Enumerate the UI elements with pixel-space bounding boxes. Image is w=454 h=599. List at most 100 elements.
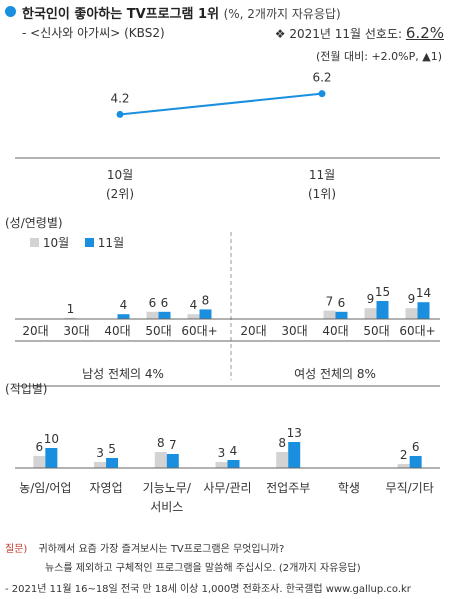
- legend-label-prev: 10월: [42, 236, 70, 250]
- trend-line: [119, 92, 323, 116]
- demo-category-label: 40대: [104, 324, 130, 338]
- demo-value-label: 14: [416, 286, 431, 300]
- source-note: - 2021년 11월 16~18일 전국 만 18세 이상 1,000명 전화…: [5, 584, 411, 595]
- occ-category-label: 기능노무/: [143, 481, 192, 495]
- demo-category-label: 60대+: [399, 324, 435, 338]
- question-label: 질문): [5, 544, 28, 555]
- change-note: (전월 대비: +2.0%P, ▲1): [315, 50, 442, 63]
- demo-category-label: 30대: [63, 324, 89, 338]
- trend-point: [116, 110, 124, 118]
- occ-value-label: 3: [218, 446, 226, 460]
- occ-category-label: 사무/관리: [203, 481, 251, 495]
- legend-swatch-curr: [84, 238, 94, 247]
- page-title: 한국인이 좋아하는 TV프로그램 1위 (%, 2개까지 자유응답): [22, 3, 341, 22]
- demo-value-label: 6: [338, 296, 346, 310]
- title-bullet-icon: [5, 6, 16, 17]
- demo-value-label: 4: [120, 298, 128, 312]
- rating-value: 6.2%: [405, 24, 444, 42]
- demo-category-label: 40대: [322, 324, 348, 338]
- legend-swatch-prev: [30, 238, 39, 247]
- occ-category-label: 전업주부: [266, 481, 310, 495]
- occ-value-label: 6: [412, 440, 420, 454]
- demo-category-label: 60대+: [181, 324, 217, 338]
- trend-value-label: 4.2: [110, 91, 129, 105]
- demo-value-label: 6: [149, 296, 157, 310]
- demo-bar: [323, 310, 336, 319]
- demo-section-title: (성/연령별): [5, 216, 63, 230]
- question-text: 귀하께서 요즘 가장 즐겨보시는 TV프로그램은 무엇입니까?: [38, 544, 285, 555]
- demo-value-label: 8: [202, 293, 210, 307]
- occ-value-label: 2: [400, 448, 408, 462]
- occ-bar: [397, 464, 410, 468]
- demo-value-label: 7: [326, 295, 334, 309]
- occ-value-label: 8: [278, 436, 286, 450]
- demo-bar: [417, 302, 430, 319]
- occ-value-label: 10: [44, 432, 59, 446]
- demo-value-label: 15: [375, 285, 390, 299]
- male-total-label: 남성 전체의 4%: [82, 367, 164, 381]
- occ-value-label: 3: [96, 446, 104, 460]
- x-label-nov: 11월: [309, 168, 335, 182]
- title-text: 한국인이 좋아하는 TV프로그램 1위: [22, 7, 220, 22]
- demo-bar: [187, 314, 200, 319]
- occ-bar: [409, 456, 422, 468]
- demo-bar: [335, 311, 348, 319]
- legend-label-curr: 11월: [97, 236, 125, 250]
- female-total-label: 여성 전체의 8%: [294, 367, 376, 381]
- demo-category-label: 30대: [281, 324, 307, 338]
- occ-category-label: 학생: [338, 481, 360, 495]
- question-text-2: 뉴스를 제외하고 구체적인 프로그램을 말씀해 주십시오. (2개까지 자유응답…: [45, 563, 361, 574]
- demo-bar: [158, 311, 171, 319]
- question-block: 질문) 귀하께서 요즘 가장 즐겨보시는 TV프로그램은 무엇입니까?: [5, 540, 284, 555]
- trend-point: [318, 90, 326, 98]
- occ-section-title: (직업별): [5, 382, 48, 396]
- x-sublabel-oct: (2위): [106, 187, 134, 201]
- trend-value-label: 6.2: [312, 71, 331, 85]
- demo-category-label: 50대: [145, 324, 171, 338]
- demo-category-label: 20대: [22, 324, 48, 338]
- demo-value-label: 9: [367, 292, 375, 306]
- occ-bar: [33, 456, 46, 468]
- demo-value-label: 9: [408, 292, 416, 306]
- demo-bar: [364, 308, 377, 319]
- diamond-icon: ❖: [274, 27, 286, 41]
- demo-bar: [117, 314, 130, 319]
- occ-value-label: 8: [157, 436, 165, 450]
- occ-category-label: 서비스: [150, 500, 183, 514]
- occ-bar: [288, 442, 301, 468]
- occ-value-label: 7: [169, 438, 177, 452]
- demo-category-label: 50대: [363, 324, 389, 338]
- occ-category-label: 농/임/어업: [19, 481, 71, 495]
- x-label-oct: 10월: [107, 168, 133, 182]
- demo-bar: [376, 301, 389, 319]
- demo-bar: [405, 308, 418, 319]
- occ-category-label: 무직/기타: [386, 481, 434, 495]
- occ-bar: [227, 460, 240, 468]
- x-sublabel-nov: (1위): [308, 187, 336, 201]
- occ-bar: [45, 448, 58, 468]
- rating-line: ❖ 2021년 11월 선호도: 6.2%: [275, 24, 444, 42]
- occ-value-label: 4: [230, 444, 238, 458]
- demo-bar: [64, 317, 77, 319]
- occ-bar: [106, 458, 119, 468]
- program-name: - <신사와 아가씨> (KBS2): [22, 26, 165, 40]
- demo-value-label: 1: [67, 302, 75, 316]
- occ-bar: [94, 462, 107, 468]
- demo-bar: [199, 309, 212, 319]
- demo-value-label: 6: [161, 296, 169, 310]
- occ-value-label: 5: [108, 442, 116, 456]
- occ-bar: [215, 462, 228, 468]
- occ-category-label: 자영업: [90, 481, 123, 495]
- rating-label: 2021년 11월 선호도:: [289, 27, 403, 41]
- occ-bar: [166, 454, 179, 468]
- legend: 10월 11월: [30, 234, 124, 251]
- occ-bar: [154, 452, 167, 468]
- trend-line-chart: 4.2 6.2 10월 (2위) 11월 (1위): [15, 71, 440, 201]
- title-note: (%, 2개까지 자유응답): [223, 7, 341, 21]
- occ-value-label: 13: [287, 426, 302, 440]
- occ-value-label: 6: [36, 440, 44, 454]
- occ-bar: [276, 452, 289, 468]
- demo-value-label: 4: [190, 298, 198, 312]
- demo-bar: [146, 311, 159, 319]
